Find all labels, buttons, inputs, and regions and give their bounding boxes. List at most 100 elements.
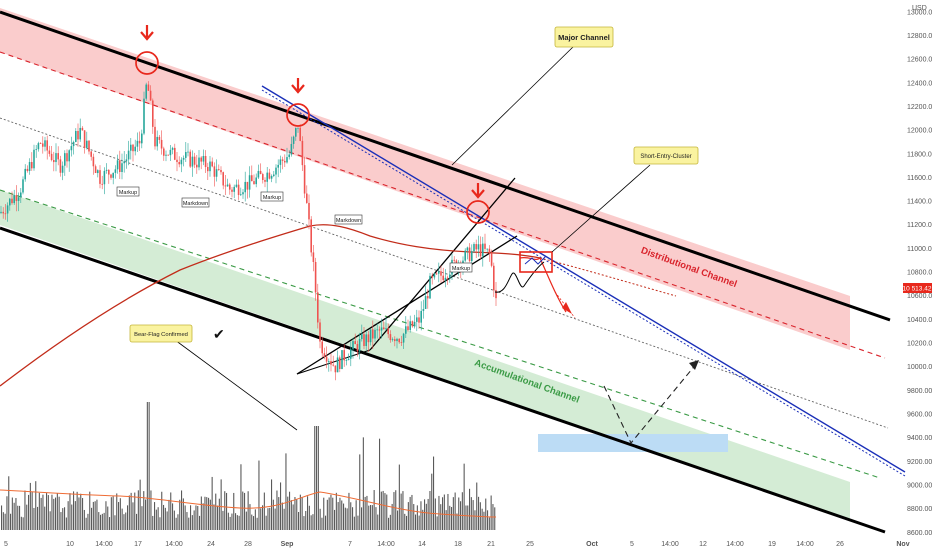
candle-body [141,133,143,144]
candle-body [200,157,202,162]
markdown-label-1: Markdown [181,197,210,208]
price-tick: 12200.00 [907,104,932,111]
candle-body [242,192,244,195]
candle-body [389,334,392,341]
svg-text:Markup: Markup [119,190,137,196]
down-arrow-dotted [554,291,576,319]
svg-text:Markup: Markup [263,195,281,201]
candle-body [308,202,310,220]
candle-body [486,248,488,250]
candle-body [79,127,81,140]
volume-bar [298,511,300,530]
volume-bar [382,490,384,530]
volume-bar [127,505,129,530]
volume-bar [44,506,46,530]
volume-bar [330,494,332,530]
volume-bar [389,514,391,530]
candle-body [138,140,141,144]
volume-bar [148,402,150,530]
volume-bar [89,491,91,530]
price-tick: 12400.00 [907,80,932,87]
volume-bar [94,501,96,530]
volume-bar [33,507,35,530]
volume-bar [76,491,78,530]
svg-text:Markdown: Markdown [336,218,361,224]
time-tick: 10 [66,541,74,548]
volume-bar [19,505,21,530]
volume-bar [31,491,33,530]
volume-bar [82,498,84,530]
volume-bar [1,505,3,530]
candles [0,81,497,381]
candle-body [189,151,191,167]
volume-bar [4,513,6,530]
candle-body [165,154,167,156]
candle-body [385,328,387,330]
markup-label-2: Markup [260,191,284,202]
candle-body [233,186,235,192]
volume-bar [87,513,89,530]
candle-body [286,157,288,163]
volume-bar [172,503,174,530]
candle-body [229,184,231,190]
volume-bar [53,498,55,530]
candle-body [59,159,62,173]
candle-body [17,197,20,201]
volume-bar [217,505,219,530]
candle-body [77,130,79,140]
candle-body [213,166,216,177]
price-axis[interactable]: 13000.00 12800.00 12600.00 12400.00 12200.00… [907,9,932,536]
squiggle [494,261,545,293]
price-tick: 9600.00 [907,411,932,418]
volume-bar [472,500,474,530]
candle-body [235,184,238,187]
candle-body [352,341,354,350]
volume-bar [391,503,393,530]
volume-bar [191,515,193,530]
short-entry-label: Short-Entry-Cluster [640,154,691,160]
volume-bar [371,505,373,530]
volume-bar [215,493,217,530]
volume-bar [67,501,69,530]
volume-bar [227,512,229,530]
volume-bar [188,517,190,530]
candle-body [396,338,398,342]
volume-bar [386,494,388,530]
volume-bar [193,510,195,530]
time-tick: 24 [207,541,215,548]
volume-bar [24,490,26,530]
volume-bar [65,517,67,530]
candle-body [446,277,449,279]
future-arrow [689,360,699,370]
candle-body [365,334,367,347]
candle-body [66,153,68,162]
candle-body [108,169,110,175]
candle-body [475,244,477,250]
volume-bar [51,494,53,530]
major-channel-callout: Major Channel [554,26,614,48]
candle-body [440,271,442,276]
volume-bar [305,510,307,530]
volume-bar [251,514,253,530]
volume-bar [17,505,19,530]
time-tick: Sep [281,541,294,548]
candle-body [402,333,405,343]
volume-bar [476,482,478,530]
volume-bar [184,505,186,530]
distributional-dashed [0,51,886,359]
candle-body [444,277,447,281]
time-axis[interactable]: 5 10 14:00 17 14:00 24 28 Sep 7 14:00 14 18 21 25 Oct 5… [4,541,910,548]
candle-body [202,155,205,162]
candle-body [290,143,293,155]
candle-body [116,160,119,170]
price-tick: 9200.00 [907,459,932,466]
short-entry-box [519,251,553,273]
candle-body [334,365,337,373]
ma-projection [539,257,677,297]
volume-bar [240,464,242,530]
candle-body [28,162,31,171]
volume-bar [163,504,165,530]
volume-bar [289,491,291,530]
volume-bar [226,492,228,530]
